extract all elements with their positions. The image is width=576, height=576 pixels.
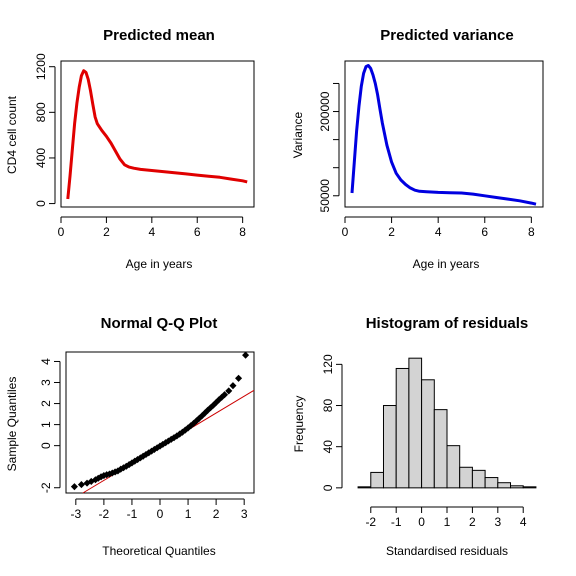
mean-x-tick-label: 0 <box>58 225 65 239</box>
hist-y-tick-label: 0 <box>321 484 335 491</box>
mean-xlabel: Age in years <box>126 257 193 271</box>
mean-x-tick-label: 4 <box>148 225 155 239</box>
hist-panel: Histogram of residuals Standardised resi… <box>292 315 537 558</box>
mean-series-line <box>66 69 248 200</box>
qq-y-tick-label: 2 <box>39 400 53 407</box>
hist-x-tick-label: 0 <box>418 515 425 529</box>
hist-x-tick-label: 2 <box>469 515 476 529</box>
variance-y-tick-label: 200000 <box>318 91 332 131</box>
mean-title: Predicted mean <box>103 27 215 44</box>
mean-y-tick-label: 400 <box>34 148 48 168</box>
hist-y-tick-label: 80 <box>321 399 335 413</box>
mean-x-tick-label: 2 <box>103 225 110 239</box>
variance-y-tick-label: 50000 <box>318 179 332 213</box>
mean-y-tick-label: 0 <box>34 200 48 207</box>
hist-bar <box>421 379 435 489</box>
hist-y-tick-label: 120 <box>321 354 335 374</box>
hist-bar <box>446 445 461 489</box>
hist-x-tick-label: -2 <box>365 515 376 529</box>
mean-plot-frame <box>60 60 255 208</box>
mean-x-tick-label: 8 <box>239 225 246 239</box>
mean-ylabel: CD4 cell count <box>5 95 19 174</box>
qq-x-tick-label: 3 <box>241 507 248 521</box>
qq-x-tick-label: -2 <box>99 507 110 521</box>
hist-bar <box>459 466 473 489</box>
hist-bar <box>497 482 512 489</box>
qq-x-tick-label: 2 <box>213 507 220 521</box>
variance-x-tick-label: 8 <box>528 225 535 239</box>
hist-xlabel: Standardised residuals <box>386 544 508 558</box>
qq-x-tick-label: -3 <box>70 507 81 521</box>
qq-y-tick-label: 3 <box>39 379 53 386</box>
hist-ylabel: Frequency <box>292 396 306 453</box>
variance-x-tick-label: 6 <box>481 225 488 239</box>
hist-title: Histogram of residuals <box>366 315 529 332</box>
qq-xlabel: Theoretical Quantiles <box>102 544 215 558</box>
variance-x-tick-label: 0 <box>342 225 349 239</box>
qq-y-tick-label: 4 <box>39 358 53 365</box>
hist-bar <box>510 485 524 489</box>
qq-point <box>225 387 233 395</box>
qq-x-tick-label: -1 <box>127 507 138 521</box>
mean-x-tick-label: 6 <box>194 225 201 239</box>
hist-x-tick-label: -1 <box>391 515 402 529</box>
hist-bar <box>395 367 410 489</box>
variance-ylabel: Variance <box>291 111 305 158</box>
qq-point <box>77 481 85 489</box>
mean-panel: Predicted mean Age in years CD4 cell cou… <box>5 27 255 271</box>
hist-bar <box>382 405 397 489</box>
variance-plot-frame <box>344 60 544 208</box>
qq-y-tick-label: 0 <box>39 442 53 449</box>
mean-y-tick-label: 800 <box>34 102 48 122</box>
hist-bar <box>484 477 499 489</box>
hist-x-tick-label: 1 <box>444 515 451 529</box>
variance-title: Predicted variance <box>380 27 513 44</box>
variance-data-layer: 0 2 4 6 8 50000 200000 <box>318 64 537 239</box>
qq-ylabel: Sample Quantiles <box>5 377 19 472</box>
qq-point <box>221 391 229 399</box>
hist-bar <box>370 471 384 489</box>
qq-point <box>242 351 250 359</box>
mean-y-tick-label: 1200 <box>34 53 48 80</box>
qq-x-tick-label: 0 <box>157 507 164 521</box>
variance-series-line <box>350 64 537 206</box>
variance-xlabel: Age in years <box>413 257 480 271</box>
hist-bar <box>522 486 537 489</box>
hist-bar <box>433 409 448 489</box>
hist-y-tick-label: 40 <box>321 440 335 454</box>
qq-plot-frame <box>65 351 255 494</box>
hist-bar <box>357 486 372 489</box>
qq-y-tick-label: 1 <box>39 421 53 428</box>
qq-data-layer: -3 -2 -1 0 1 2 3 -2 0 1 2 3 4 <box>39 351 255 521</box>
qq-point <box>235 374 243 382</box>
variance-x-tick-label: 4 <box>435 225 442 239</box>
qq-title: Normal Q-Q Plot <box>101 315 218 332</box>
variance-panel: Predicted variance Age in years Variance… <box>291 27 544 271</box>
mean-data-layer: 0 2 4 6 8 0 400 800 1200 <box>34 53 248 239</box>
qq-point <box>70 483 78 491</box>
hist-x-tick-label: 4 <box>520 515 527 529</box>
qq-panel: Normal Q-Q Plot Theoretical Quantiles Sa… <box>5 315 255 558</box>
hist-bar <box>408 357 423 489</box>
hist-bar <box>471 469 486 489</box>
qq-y-tick-label: -2 <box>39 482 53 493</box>
hist-x-tick-label: 3 <box>494 515 501 529</box>
qq-point <box>229 382 237 390</box>
qq-x-tick-label: 1 <box>185 507 192 521</box>
variance-x-tick-label: 2 <box>388 225 395 239</box>
